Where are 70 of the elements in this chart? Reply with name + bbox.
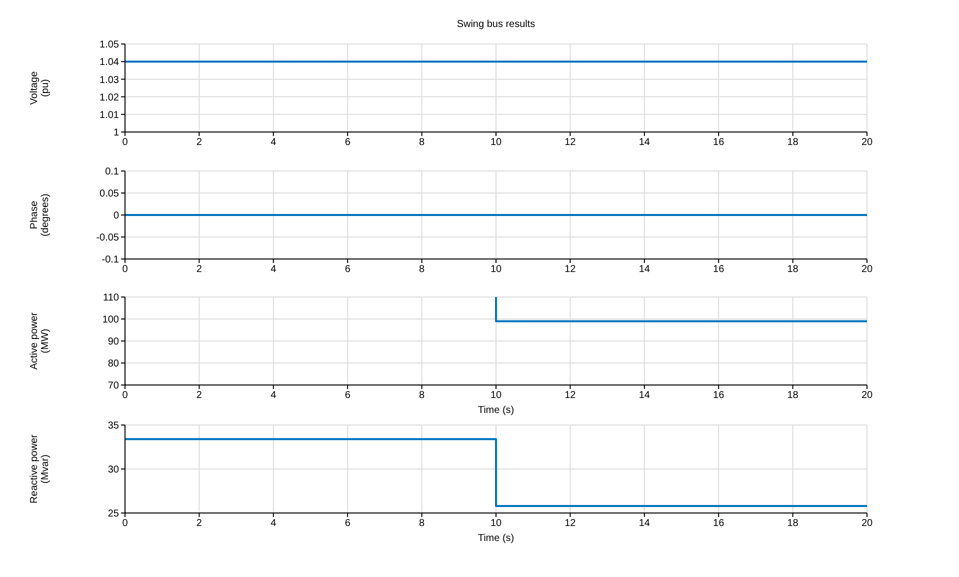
x-tick-label: 16 [713, 137, 725, 148]
x-tick-label: 20 [861, 137, 873, 148]
y-tick-label: 1.02 [100, 92, 120, 104]
x-tick-label: 16 [713, 518, 725, 530]
y-tick-label: 110 [103, 292, 120, 304]
x-tick-label: 8 [419, 518, 426, 530]
x-axis-title: Time (s) [478, 405, 514, 416]
y-tick-label: 1.04 [100, 57, 120, 68]
x-axis-title: Time (s) [478, 533, 514, 544]
x-tick-label: 2 [196, 390, 202, 402]
x-tick-label: 14 [638, 518, 650, 530]
x-tick-label: 18 [787, 390, 799, 402]
x-tick-label: 2 [196, 264, 202, 276]
x-tick-label: 0 [122, 137, 128, 148]
y-axis-title: Phase (degrees) [29, 194, 51, 236]
x-tick-label: 0 [122, 264, 128, 276]
x-tick-label: 4 [270, 264, 277, 276]
x-tick-label: 12 [564, 390, 576, 402]
x-tick-label: 0 [122, 518, 128, 530]
x-tick-label: 18 [787, 264, 799, 276]
y-tick-label: 30 [108, 464, 120, 476]
y-axis-title: Voltage (pu) [29, 70, 51, 105]
x-tick-label: 2 [196, 518, 202, 530]
x-tick-label: 18 [787, 137, 799, 148]
chart-title: Swing bus results [456, 19, 536, 30]
y-tick-label: 1 [113, 128, 120, 139]
y-tick-label: -0.1 [102, 254, 120, 266]
x-tick-label: 6 [344, 390, 351, 402]
x-tick-label: 6 [344, 518, 351, 530]
y-tick-label: 1.01 [100, 110, 120, 121]
y-tick-label: 70 [108, 380, 120, 392]
y-tick-label: -0.05 [96, 232, 120, 244]
y-axis-title: Reactive power (Mvar) [29, 434, 51, 504]
y-tick-label: 0 [113, 210, 120, 222]
y-tick-label: 1.05 [100, 40, 120, 51]
x-tick-label: 8 [419, 390, 426, 402]
x-tick-label: 10 [490, 390, 502, 402]
x-tick-label: 4 [270, 518, 277, 530]
x-tick-label: 16 [713, 390, 725, 402]
x-tick-label: 8 [419, 137, 426, 148]
x-tick-label: 14 [638, 137, 650, 148]
x-tick-label: 10 [490, 264, 502, 276]
x-tick-label: 6 [344, 264, 351, 276]
x-tick-label: 10 [490, 137, 502, 148]
x-tick-label: 0 [122, 390, 128, 402]
x-tick-label: 20 [861, 518, 873, 530]
y-axis-title: Active power (MW) [29, 312, 51, 370]
y-tick-label: 25 [108, 508, 120, 520]
y-tick-label: 100 [102, 314, 120, 326]
y-tick-label: 0.05 [100, 188, 120, 200]
x-tick-label: 20 [861, 264, 873, 276]
x-tick-label: 12 [564, 137, 576, 148]
x-tick-label: 4 [270, 137, 277, 148]
x-tick-label: 12 [564, 518, 576, 530]
y-tick-label: 1.03 [100, 74, 120, 86]
y-tick-label: 80 [108, 358, 120, 370]
x-tick-label: 18 [787, 518, 799, 530]
x-tick-label: 6 [344, 137, 351, 148]
x-tick-label: 4 [270, 390, 277, 402]
x-tick-label: 14 [638, 390, 650, 402]
x-tick-label: 20 [861, 390, 873, 402]
y-tick-label: 90 [108, 336, 120, 348]
x-tick-label: 10 [490, 518, 502, 530]
y-tick-label: 0.1 [105, 166, 120, 178]
x-tick-label: 16 [713, 264, 725, 276]
x-tick-label: 14 [638, 264, 650, 276]
y-tick-label: 35 [108, 420, 120, 432]
x-tick-label: 12 [564, 264, 576, 276]
x-tick-label: 2 [196, 137, 202, 148]
x-tick-label: 8 [419, 264, 426, 276]
